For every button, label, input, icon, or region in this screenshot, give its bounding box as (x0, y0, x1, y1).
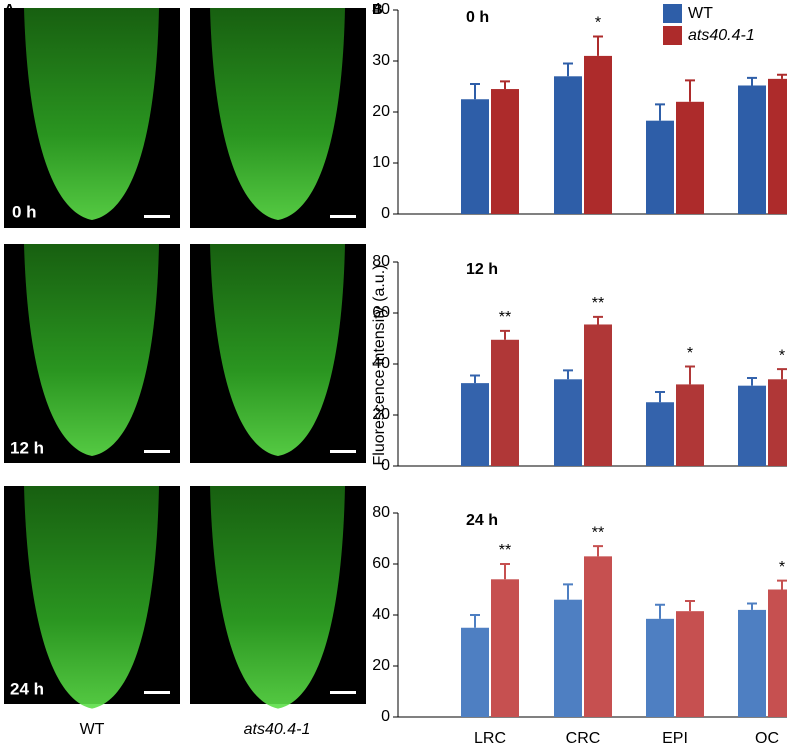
significance-label: * (779, 347, 785, 364)
bar (491, 339, 519, 466)
time-label: 0 h (12, 202, 37, 221)
error-bar (747, 377, 757, 386)
error-bar (685, 365, 695, 385)
legend-label: WT (688, 5, 713, 22)
bar (768, 78, 787, 214)
bar (554, 379, 582, 466)
error-bar (655, 603, 665, 619)
bar (646, 618, 674, 717)
bar (491, 89, 519, 214)
micrograph (4, 8, 180, 228)
bar (768, 589, 787, 717)
legend-swatch (663, 26, 682, 45)
error-bar (563, 583, 573, 600)
bar (491, 579, 519, 717)
y-tick-label: 20 (372, 406, 390, 423)
significance-label: * (779, 559, 785, 576)
error-bar (593, 315, 603, 325)
bar (676, 611, 704, 717)
y-tick-label: 20 (372, 103, 390, 120)
y-tick-label: 80 (372, 253, 390, 270)
x-tick-label: QC (755, 730, 779, 743)
bar (461, 99, 489, 214)
significance-label: * (687, 345, 693, 362)
y-tick-label: 40 (372, 606, 390, 623)
bar (676, 101, 704, 214)
panel-label: B (372, 1, 383, 18)
chart-title: 24 h (466, 512, 498, 529)
error-bar (685, 79, 695, 102)
error-bar (500, 329, 510, 340)
bar (738, 385, 766, 466)
error-bar (500, 80, 510, 90)
error-bar (470, 374, 480, 384)
error-bar (563, 62, 573, 77)
bar (584, 556, 612, 717)
error-bar (655, 103, 665, 121)
time-label: 12 h (10, 438, 44, 457)
micrograph (190, 244, 366, 463)
y-tick-label: 10 (372, 154, 390, 171)
x-tick-label: LRC (474, 730, 506, 743)
bar (676, 384, 704, 466)
error-bar (747, 602, 757, 610)
x-tick-label: EPI (662, 730, 688, 743)
chart-title: 12 h (466, 261, 498, 278)
y-tick-label: 0 (381, 708, 390, 725)
legend-swatch (663, 4, 682, 23)
micrograph (190, 8, 366, 228)
significance-label: ** (499, 542, 511, 559)
error-bar (777, 368, 787, 380)
y-tick-label: 20 (372, 657, 390, 674)
bar (768, 379, 787, 466)
column-label: ats40.4-1 (244, 721, 311, 738)
y-tick-label: 0 (381, 205, 390, 222)
significance-label: ** (592, 524, 604, 541)
error-bar (655, 391, 665, 403)
error-bar (470, 614, 480, 628)
bar (738, 609, 766, 717)
micrograph (4, 244, 180, 463)
significance-label: * (595, 15, 601, 32)
bar (554, 599, 582, 717)
bar (554, 76, 582, 214)
y-tick-label: 60 (372, 555, 390, 572)
error-bar (777, 73, 787, 79)
error-bar (747, 76, 757, 86)
column-label: WT (80, 721, 105, 738)
error-bar (593, 35, 603, 56)
significance-label: ** (592, 295, 604, 312)
error-bar (470, 82, 480, 100)
error-bar (563, 369, 573, 380)
error-bar (500, 563, 510, 580)
error-bar (685, 599, 695, 612)
bar (461, 383, 489, 466)
bar (584, 55, 612, 215)
error-bar (593, 545, 603, 557)
y-tick-label: 40 (372, 355, 390, 372)
time-label: 24 h (10, 679, 44, 698)
bar (646, 120, 674, 214)
y-tick-label: 80 (372, 504, 390, 521)
y-axis-label: Fluorescence intensity (a.u.) (371, 265, 388, 466)
y-tick-label: 60 (372, 304, 390, 321)
y-tick-label: 40 (372, 1, 390, 18)
bar (584, 324, 612, 466)
bar (738, 85, 766, 214)
bar (461, 627, 489, 717)
x-tick-label: CRC (566, 730, 601, 743)
y-tick-label: 30 (372, 52, 390, 69)
micrograph (190, 486, 366, 709)
y-tick-label: 0 (381, 457, 390, 474)
legend-label: ats40.4-1 (688, 27, 755, 44)
chart-title: 0 h (466, 9, 489, 26)
significance-label: ** (499, 309, 511, 326)
bar (646, 402, 674, 466)
error-bar (777, 579, 787, 590)
micrograph (4, 486, 180, 709)
